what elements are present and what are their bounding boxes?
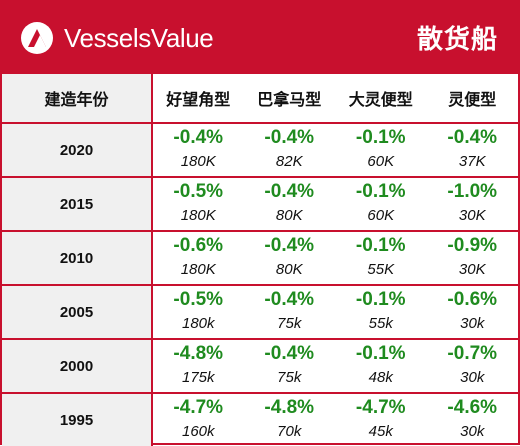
value-change: -0.6% — [447, 289, 498, 310]
value-change: -0.1% — [355, 289, 406, 310]
column-header-panamax: 巴拿马型 — [243, 74, 335, 124]
value-cell: -0.1% 55k — [335, 285, 427, 340]
value-cell: -0.4% 37K — [426, 123, 518, 178]
vessel-size: 160k — [181, 423, 215, 440]
table-row: 1995 -4.7% 160k -4.8% 70k -4.7% 45k -4.6% 30… — [2, 393, 518, 446]
brand-logo-icon — [21, 22, 53, 54]
value-cell: -0.4% 80K — [243, 177, 335, 232]
value-change: -0.1% — [355, 181, 406, 202]
row-year: 2005 — [2, 285, 153, 340]
vessel-size: 180K — [180, 261, 216, 278]
vessel-size: 55k — [368, 315, 393, 332]
value-change: -4.8% — [173, 343, 224, 364]
table-row: 2020 -0.4% 180K -0.4% 82K -0.1% 60K -0.4% 37… — [2, 123, 518, 178]
value-change: -0.1% — [355, 235, 406, 256]
value-change: -0.5% — [173, 289, 224, 310]
value-cell: -0.9% 30K — [426, 231, 518, 286]
table-row: 2000 -4.8% 175k -0.4% 75k -0.1% 48k -0.7% 30… — [2, 339, 518, 394]
vessel-size: 60K — [367, 153, 395, 170]
value-cell: -4.7% 45k — [335, 393, 427, 446]
value-change: -0.9% — [447, 235, 498, 256]
vessel-size: 30k — [460, 315, 485, 332]
vessel-size: 55K — [367, 261, 395, 278]
column-header-handysize: 灵便型 — [426, 74, 518, 124]
value-change: -0.4% — [264, 289, 315, 310]
value-cell: -4.8% 175k — [152, 339, 244, 394]
value-cell: -1.0% 30K — [426, 177, 518, 232]
table-row: 2005 -0.5% 180k -0.4% 75k -0.1% 55k -0.6% 30… — [2, 285, 518, 340]
row-year: 2020 — [2, 123, 153, 178]
row-year: 2000 — [2, 339, 153, 394]
value-change: -0.1% — [355, 127, 406, 148]
value-cell: -0.1% 60K — [335, 123, 427, 178]
row-year: 2010 — [2, 231, 153, 286]
value-change: -0.5% — [173, 181, 224, 202]
header-banner: VesselsValue 散货船 — [2, 2, 518, 74]
value-change: -0.4% — [264, 235, 315, 256]
vessel-size: 30K — [458, 207, 486, 224]
value-cell: -0.5% 180K — [152, 177, 244, 232]
vessel-size: 60K — [367, 207, 395, 224]
value-change: -0.4% — [264, 343, 315, 364]
value-change: -1.0% — [447, 181, 498, 202]
value-change: -0.4% — [264, 127, 315, 148]
value-cell: -4.8% 70k — [244, 393, 336, 446]
vessel-size: 45k — [368, 423, 393, 440]
value-cell: -0.1% 55K — [335, 231, 427, 286]
vessel-size: 37K — [458, 153, 486, 170]
vessel-size: 75k — [277, 315, 302, 332]
value-change: -4.6% — [447, 397, 498, 418]
value-cell: -0.6% 180K — [152, 231, 244, 286]
column-header-build-year: 建造年份 — [2, 74, 153, 124]
vessel-size: 180k — [181, 315, 215, 332]
vessel-size: 75k — [277, 369, 302, 386]
vessel-size: 30K — [458, 261, 486, 278]
value-change: -0.4% — [447, 127, 498, 148]
column-header-supramax: 大灵便型 — [335, 74, 427, 124]
vessel-size: 70k — [277, 423, 302, 440]
value-change: -4.7% — [173, 397, 224, 418]
vessel-size: 80K — [275, 261, 303, 278]
vessel-size: 30k — [460, 423, 485, 440]
value-change: -0.7% — [447, 343, 498, 364]
vessel-size: 180K — [180, 153, 216, 170]
table-header-row: 建造年份 好望角型 巴拿马型 大灵便型 灵便型 — [2, 74, 518, 124]
value-change: -0.1% — [355, 343, 406, 364]
vessel-size: 175k — [181, 369, 215, 386]
value-cell: -0.4% 75k — [243, 339, 335, 394]
vessel-size: 82K — [275, 153, 303, 170]
value-change: -4.8% — [264, 397, 315, 418]
column-header-capesize: 好望角型 — [152, 74, 244, 124]
value-change: -0.4% — [173, 127, 224, 148]
value-cell: -0.4% 180K — [152, 123, 244, 178]
vessel-size: 30k — [460, 369, 485, 386]
value-cell: -0.4% 80K — [243, 231, 335, 286]
page-title: 散货船 — [416, 24, 498, 54]
brand-logo: VesselsValue — [20, 21, 214, 55]
value-change: -0.4% — [264, 181, 315, 202]
value-cell: -0.1% 60K — [335, 177, 427, 232]
value-cell: -4.6% 30k — [427, 393, 519, 446]
value-change: -0.6% — [173, 235, 224, 256]
value-cell: -0.4% 82K — [243, 123, 335, 178]
row-year: 2015 — [2, 177, 153, 232]
vessel-size: 48k — [368, 369, 393, 386]
vessel-size: 80K — [275, 207, 303, 224]
brand-name: VesselsValue — [64, 22, 214, 53]
table-row: 2010 -0.6% 180K -0.4% 80K -0.1% 55K -0.9% 30… — [2, 231, 518, 286]
row-year: 1995 — [2, 393, 153, 446]
table-row: 2015 -0.5% 180K -0.4% 80K -0.1% 60K -1.0% 30… — [2, 177, 518, 232]
value-cell: -0.6% 30k — [426, 285, 518, 340]
vessel-size: 180K — [180, 207, 216, 224]
valuation-table: 建造年份 好望角型 巴拿马型 大灵便型 灵便型 2020 -0.4% 180K -… — [2, 74, 518, 446]
value-cell: -0.1% 48k — [335, 339, 427, 394]
value-cell: -0.4% 75k — [243, 285, 335, 340]
value-change: -4.7% — [355, 397, 406, 418]
value-cell: -0.5% 180k — [152, 285, 244, 340]
value-cell: -0.7% 30k — [426, 339, 518, 394]
value-cell: -4.7% 160k — [152, 393, 244, 446]
